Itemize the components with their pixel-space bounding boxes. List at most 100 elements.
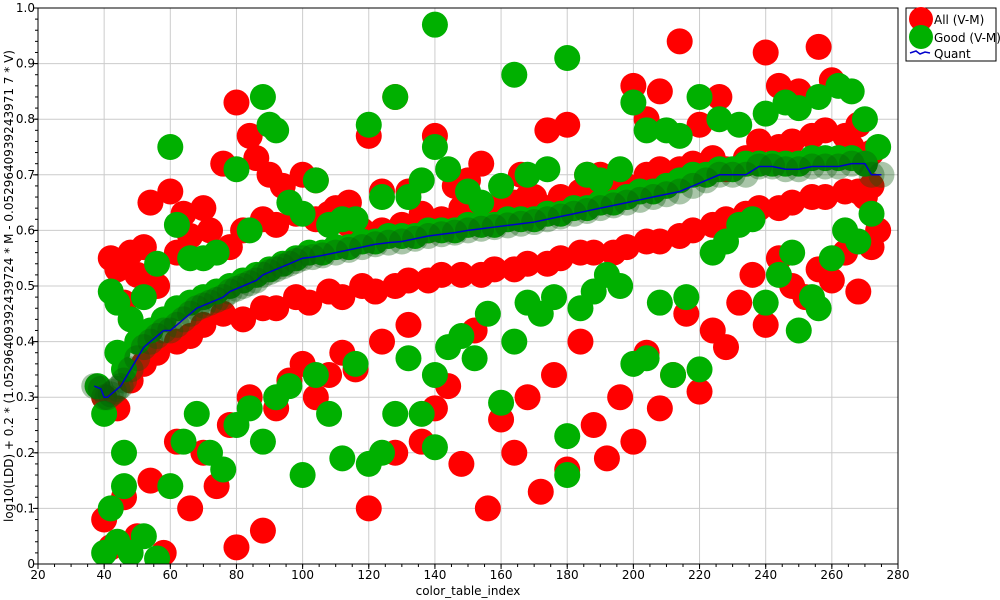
- point-good-vm: [157, 473, 184, 500]
- point-all-vm: [706, 83, 733, 110]
- y-tick-label: 1.0: [16, 1, 35, 15]
- point-good-vm: [157, 134, 184, 160]
- point-good-vm: [170, 428, 197, 455]
- point-all-vm: [580, 239, 607, 266]
- point-good-vm: [686, 83, 713, 110]
- point-all-vm: [514, 384, 541, 411]
- point-all-vm: [646, 78, 673, 105]
- x-tick-label: 60: [163, 568, 178, 582]
- point-all-vm: [812, 184, 839, 211]
- point-good-vm: [607, 273, 634, 299]
- point-good-vm: [130, 523, 157, 550]
- point-good-vm: [488, 172, 515, 199]
- point-good-vm: [633, 345, 660, 372]
- x-tick-label: 120: [357, 568, 380, 582]
- x-tick-label: 100: [291, 568, 314, 582]
- point-good-vm: [369, 439, 395, 466]
- point-good-vm: [289, 200, 316, 227]
- point-all-vm: [177, 495, 204, 522]
- point-all-vm: [236, 122, 263, 149]
- point-all-vm: [607, 384, 634, 411]
- point-all-vm: [395, 311, 422, 338]
- point-good-vm: [421, 434, 448, 461]
- point-good-vm: [223, 156, 250, 183]
- point-good-vm: [673, 284, 700, 311]
- legend-swatch-good: [909, 25, 933, 49]
- y-axis-title: log10(LDD) + 0.2 * (1.05296409392439724 …: [2, 50, 16, 522]
- x-tick-label: 280: [887, 568, 910, 582]
- point-good-vm: [183, 400, 210, 427]
- point-good-vm: [838, 78, 865, 105]
- point-good-vm: [501, 61, 528, 88]
- point-good-vm: [203, 239, 230, 266]
- y-tick-label: 0.1: [16, 501, 35, 515]
- point-good-vm: [111, 439, 137, 466]
- point-good-vm: [666, 122, 693, 149]
- point-good-vm: [97, 495, 124, 522]
- point-good-vm: [421, 361, 448, 388]
- point-good-vm: [210, 456, 237, 483]
- quant-line: [93, 162, 882, 398]
- point-all-vm: [157, 178, 184, 205]
- point-all-vm: [448, 450, 475, 477]
- point-all-vm: [144, 339, 171, 366]
- point-good-vm: [316, 400, 343, 427]
- point-good-vm: [276, 373, 303, 400]
- point-all-vm: [534, 117, 561, 144]
- point-good-vm: [408, 400, 435, 427]
- point-good-vm: [421, 134, 448, 160]
- point-good-vm: [144, 545, 171, 564]
- point-good-vm: [785, 317, 812, 344]
- point-all-vm: [620, 428, 647, 455]
- point-all-vm: [263, 295, 290, 322]
- point-all-vm: [468, 150, 495, 177]
- x-tick-label: 140: [423, 568, 446, 582]
- point-all-vm: [739, 261, 766, 288]
- y-tick-label: 0.9: [16, 57, 35, 71]
- point-all-vm: [593, 445, 620, 472]
- point-all-vm: [501, 439, 528, 466]
- point-good-vm: [355, 111, 382, 138]
- point-all-vm: [355, 495, 382, 522]
- point-good-vm: [534, 156, 561, 183]
- point-good-vm: [111, 356, 137, 383]
- point-good-vm: [461, 345, 488, 372]
- point-good-vm: [468, 189, 495, 216]
- point-good-vm: [633, 117, 660, 144]
- point-good-vm: [329, 445, 356, 472]
- y-tick-label: 0.2: [16, 446, 35, 460]
- point-good-vm: [488, 389, 515, 416]
- legend-swatch-quant: [909, 50, 931, 55]
- point-all-vm: [541, 361, 567, 388]
- point-good-vm: [249, 428, 276, 455]
- legend-label-all: All (V-M): [934, 13, 984, 27]
- point-good-vm: [435, 156, 462, 183]
- point-good-vm: [501, 328, 528, 355]
- x-tick-label: 20: [30, 568, 45, 582]
- point-all-vm: [858, 172, 885, 199]
- point-good-vm: [706, 106, 733, 133]
- point-good-vm: [382, 83, 409, 110]
- point-all-vm: [686, 378, 713, 405]
- point-good-vm: [514, 161, 541, 188]
- point-good-vm: [739, 206, 766, 233]
- point-good-vm: [249, 83, 276, 110]
- point-all-vm: [567, 328, 594, 355]
- point-all-vm: [746, 128, 773, 155]
- point-all-vm: [686, 111, 713, 138]
- point-all-vm: [554, 111, 581, 138]
- point-good-vm: [448, 323, 475, 350]
- point-all-vm: [666, 28, 693, 55]
- point-good-vm: [342, 206, 369, 233]
- point-good-vm: [818, 245, 845, 272]
- x-tick-label: 160: [490, 568, 513, 582]
- point-good-vm: [302, 167, 329, 194]
- point-good-vm: [342, 350, 369, 377]
- point-all-vm: [137, 189, 164, 216]
- point-good-vm: [236, 217, 263, 244]
- point-all-vm: [514, 250, 541, 277]
- point-good-vm: [130, 284, 157, 311]
- y-tick-label: 0.8: [16, 112, 35, 126]
- point-good-vm: [302, 361, 329, 388]
- x-axis: 20 40 60 80 100 120 140 160 180 200 220 240 260 280: [30, 564, 909, 582]
